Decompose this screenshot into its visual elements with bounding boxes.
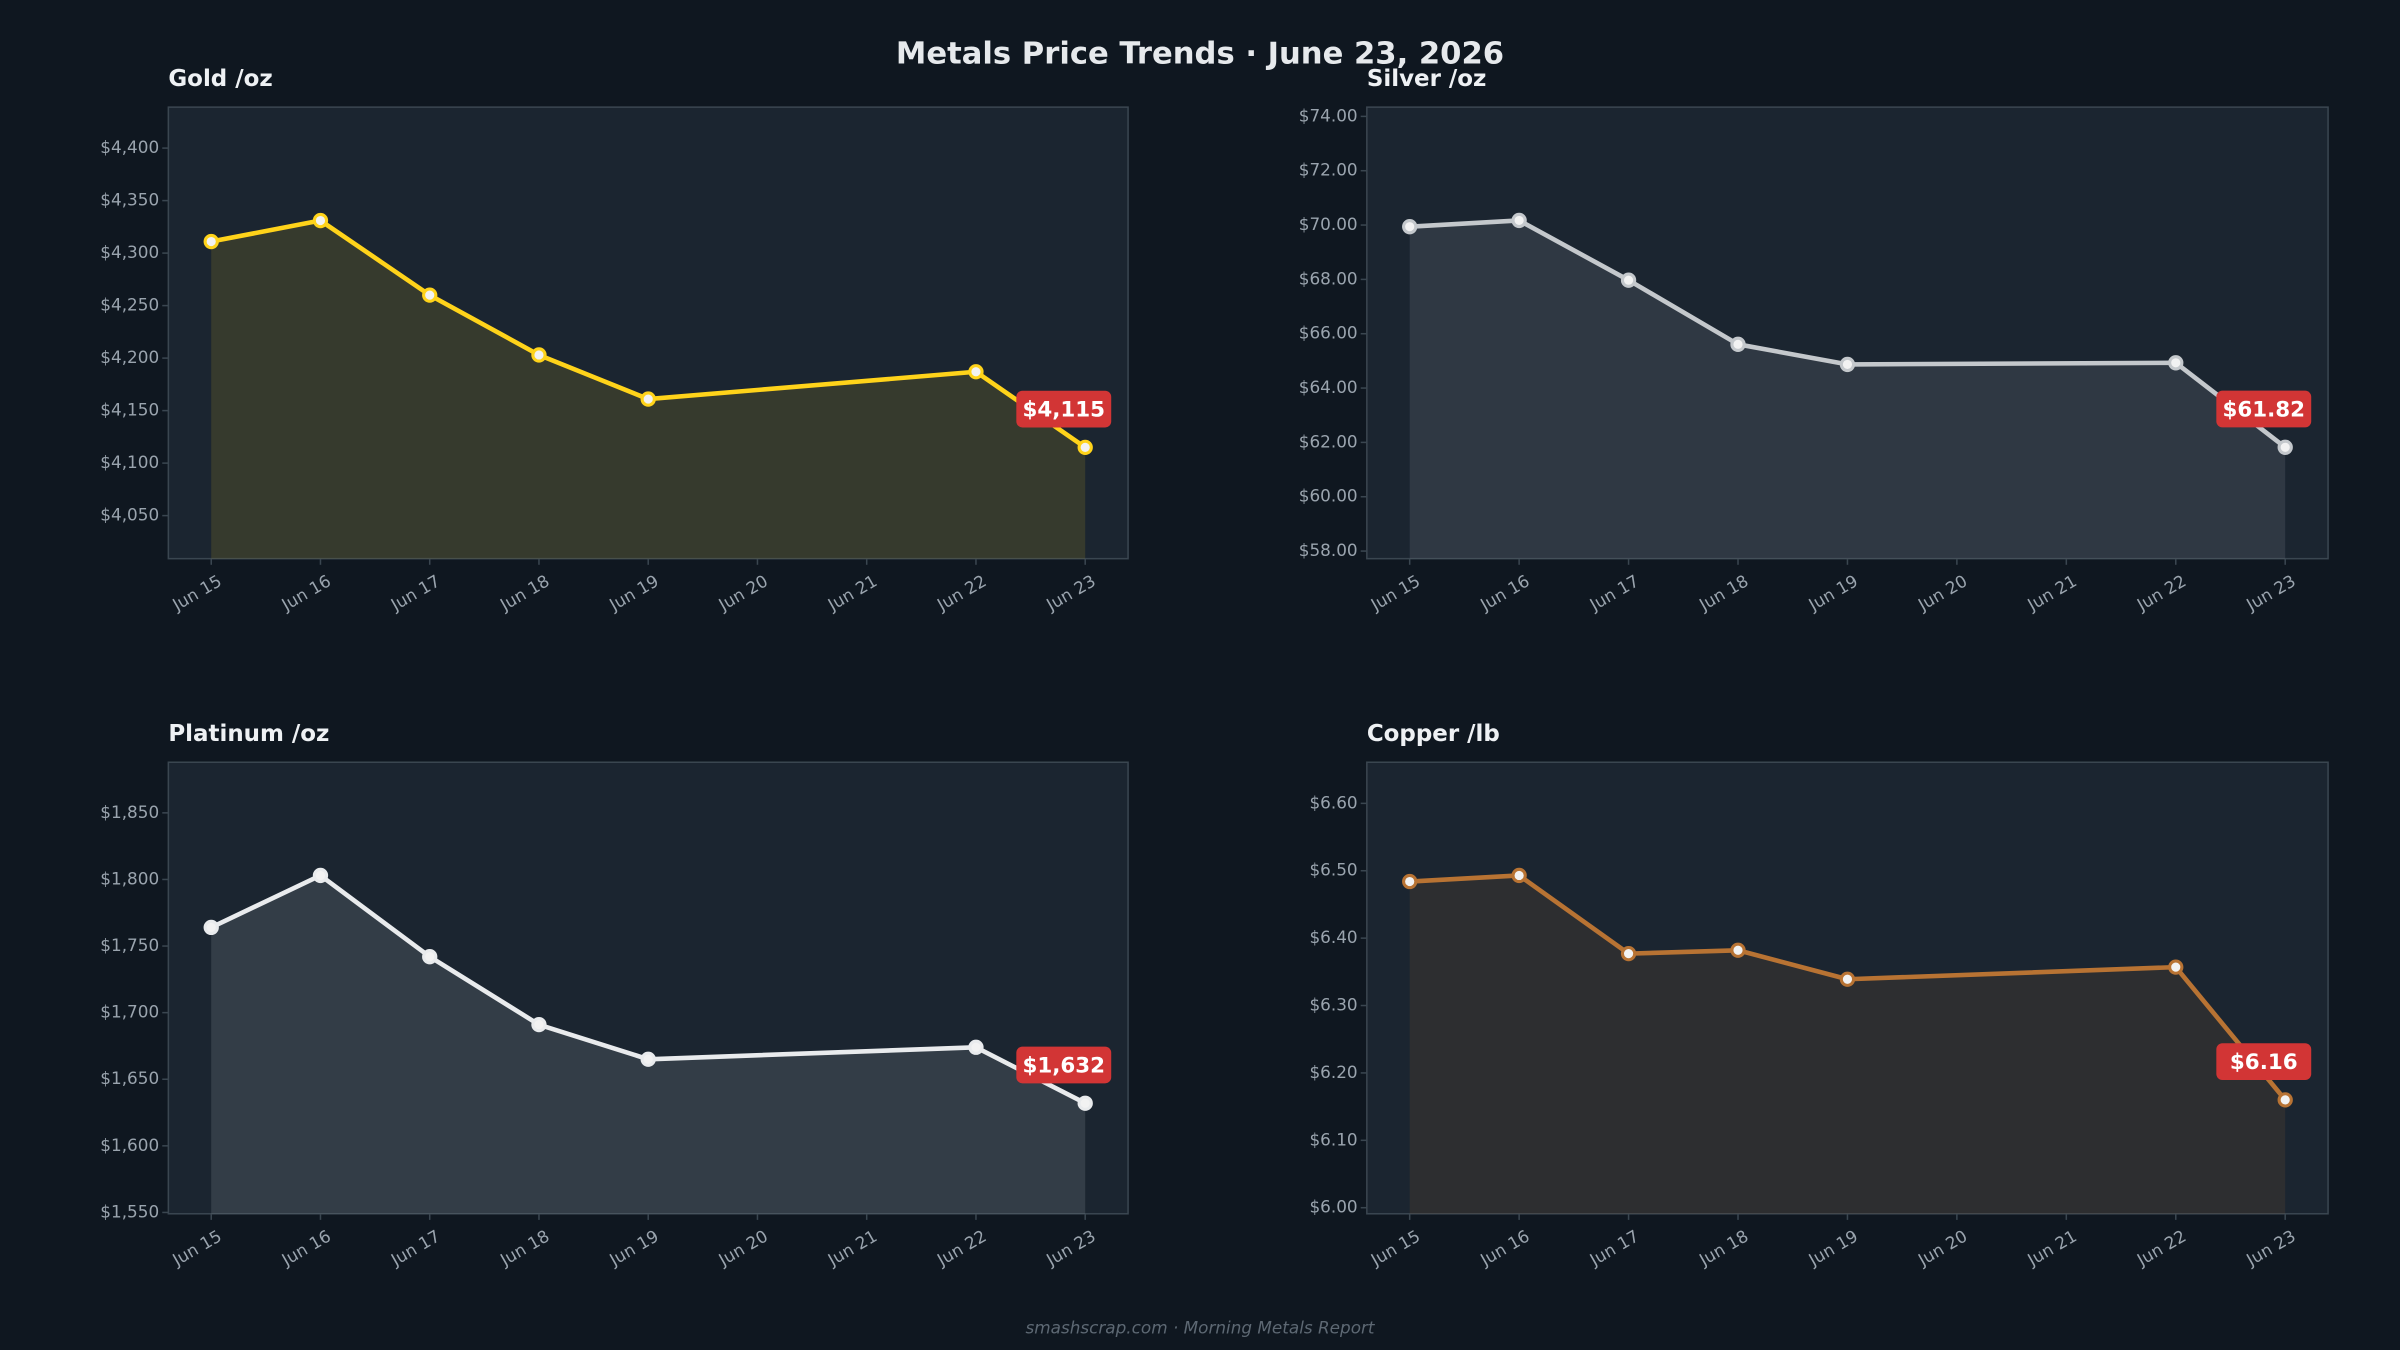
y-tick-label: $66.00 <box>1299 323 1358 343</box>
price-badge-label: $6.16 <box>2230 1050 2298 1075</box>
y-tick-label: $58.00 <box>1299 540 1358 560</box>
data-point <box>1730 942 1746 958</box>
price-badge <box>2216 390 2312 428</box>
data-point <box>1620 272 1637 288</box>
y-tick-label: $1,850 <box>100 802 159 822</box>
area-fill <box>1409 220 2286 559</box>
data-point <box>2168 355 2184 371</box>
data-point <box>968 364 984 380</box>
y-tick-label: $74.00 <box>1299 105 1358 125</box>
data-point <box>2277 439 2293 455</box>
price-badge <box>1016 1046 1112 1084</box>
y-tick-label: $1,600 <box>100 1135 159 1155</box>
data-point <box>640 1051 656 1067</box>
y-tick-label: $4,300 <box>100 242 159 262</box>
y-tick-label: $4,250 <box>100 295 159 315</box>
data-point <box>1620 945 1637 962</box>
data-point <box>422 949 438 965</box>
y-tick-label: $68.00 <box>1299 268 1358 288</box>
chart-title: Silver /oz <box>1367 66 1487 92</box>
data-point <box>531 1016 547 1033</box>
price-badge-label: $61.82 <box>2222 398 2305 423</box>
data-point <box>1839 971 1856 987</box>
data-point <box>2168 959 2184 975</box>
y-tick-label: $1,700 <box>100 1002 159 1022</box>
chart-panel: Platinum /oz $1,550 $1,600 $1,650 $1,700 $1,7… <box>100 721 1129 1270</box>
data-point <box>968 1039 984 1055</box>
price-badge-label: $1,632 <box>1022 1053 1105 1078</box>
price-badge <box>1016 390 1112 428</box>
plot-area <box>167 106 1129 560</box>
data-point <box>1511 867 1527 884</box>
chart-title: Copper /lb <box>1367 721 1500 747</box>
data-point <box>640 391 656 407</box>
chart-title: Gold /oz <box>168 66 272 92</box>
y-tick-label: $70.00 <box>1299 214 1358 234</box>
chart-title: Platinum /oz <box>168 721 329 747</box>
data-point <box>1402 873 1418 890</box>
y-tick-label: $60.00 <box>1299 486 1358 506</box>
y-tick-label: $6.40 <box>1309 927 1357 947</box>
data-point <box>422 287 438 303</box>
data-point <box>1402 219 1418 235</box>
page-title: Metals Price Trends · June 23, 2026 <box>896 37 1504 72</box>
y-tick-label: $1,750 <box>100 935 159 955</box>
y-tick-label: $62.00 <box>1299 431 1358 451</box>
y-tick-label: $6.20 <box>1309 1062 1357 1082</box>
y-tick-label: $4,050 <box>100 505 159 525</box>
data-point <box>1077 1095 1093 1111</box>
y-tick-label: $4,400 <box>100 137 159 157</box>
y-tick-label: $1,800 <box>100 868 159 888</box>
price-badge <box>2216 1043 2312 1080</box>
y-tick-label: $64.00 <box>1299 377 1358 397</box>
chart-panel: Gold /oz $4,050 $4,100 $4,150 $4,200 $4,250 $4… <box>100 66 1129 615</box>
data-point <box>312 212 329 229</box>
plot-area <box>1366 761 2329 1215</box>
data-point <box>312 867 329 884</box>
data-point <box>1077 439 1093 456</box>
data-point <box>203 919 219 936</box>
y-tick-label: $6.60 <box>1309 792 1357 812</box>
y-tick-label: $4,150 <box>100 400 159 420</box>
data-point <box>203 233 219 250</box>
y-tick-label: $4,200 <box>100 347 159 367</box>
data-point <box>531 347 547 363</box>
chart-panel: Copper /lb $6.00 $6.10 $6.20 $6.30 $6.40 $6.50… <box>1309 721 2329 1270</box>
y-tick-label: $6.50 <box>1309 860 1357 880</box>
footer: smashscrap.com · Morning Metals Report <box>1025 1318 1375 1338</box>
y-tick-label: $6.30 <box>1309 995 1357 1015</box>
plot-area <box>1366 106 2329 560</box>
y-tick-label: $72.00 <box>1299 160 1358 180</box>
price-badge-label: $4,115 <box>1022 398 1105 423</box>
y-tick-label: $1,650 <box>100 1068 159 1088</box>
y-tick-label: $4,100 <box>100 452 159 472</box>
area-fill <box>211 220 1086 559</box>
y-tick-label: $6.10 <box>1309 1129 1357 1149</box>
data-point <box>1839 356 1856 373</box>
data-point <box>1511 212 1527 229</box>
data-point <box>2277 1092 2293 1108</box>
data-point <box>1730 336 1746 352</box>
plot-area <box>167 761 1129 1215</box>
y-tick-label: $1,550 <box>100 1201 159 1221</box>
y-tick-label: $6.00 <box>1309 1197 1357 1217</box>
chart-panel: Silver /oz $58.00 $60.00 $62.00 $64.00 $66.00… <box>1299 66 2329 615</box>
y-tick-label: $4,350 <box>100 190 159 210</box>
